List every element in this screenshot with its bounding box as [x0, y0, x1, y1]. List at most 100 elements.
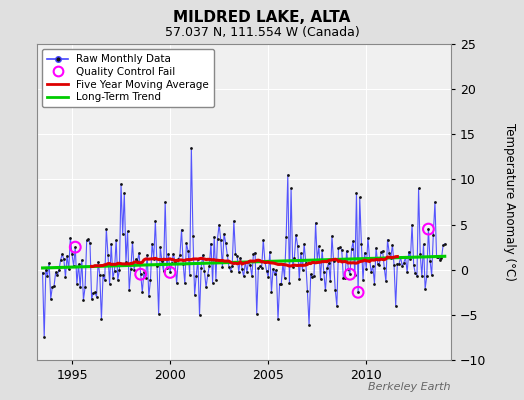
- Point: [177, 226, 185, 233]
- Point: [395, 261, 403, 268]
- Point: [241, 258, 249, 265]
- Point: [280, 275, 289, 281]
- Point: [249, 251, 258, 257]
- Point: [228, 263, 236, 269]
- Point: [331, 286, 340, 293]
- Point: [181, 280, 189, 287]
- Point: [210, 234, 219, 240]
- Point: [324, 260, 333, 266]
- Point: [117, 181, 125, 187]
- Point: [41, 266, 50, 273]
- Point: [212, 276, 220, 283]
- Point: [343, 248, 351, 254]
- Point: [50, 283, 58, 290]
- Point: [347, 246, 356, 252]
- Point: [341, 275, 349, 281]
- Point: [207, 240, 215, 247]
- Point: [434, 254, 442, 260]
- Point: [112, 237, 121, 243]
- Point: [230, 218, 238, 224]
- Point: [74, 261, 83, 267]
- Point: [195, 312, 204, 318]
- Point: [138, 289, 147, 295]
- Point: [190, 292, 199, 298]
- Point: [136, 271, 145, 278]
- Point: [161, 199, 169, 205]
- Point: [97, 316, 106, 322]
- Point: [246, 262, 254, 268]
- Point: [149, 256, 158, 262]
- Point: [295, 276, 303, 282]
- Point: [283, 172, 292, 178]
- Point: [133, 258, 141, 264]
- Point: [89, 290, 97, 296]
- Point: [388, 242, 397, 248]
- Point: [169, 250, 178, 257]
- Point: [326, 278, 334, 285]
- Point: [171, 258, 179, 265]
- Point: [336, 244, 344, 251]
- Point: [194, 256, 202, 262]
- Point: [68, 251, 76, 257]
- Point: [182, 240, 191, 246]
- Point: [400, 259, 408, 266]
- Point: [47, 296, 55, 302]
- Point: [185, 271, 194, 278]
- Point: [58, 251, 67, 258]
- Point: [132, 256, 140, 262]
- Point: [130, 267, 138, 273]
- Point: [297, 250, 305, 256]
- Point: [424, 226, 433, 232]
- Point: [300, 241, 308, 247]
- Point: [231, 251, 239, 258]
- Point: [60, 256, 68, 262]
- Point: [166, 269, 174, 276]
- Point: [393, 260, 401, 267]
- Point: [101, 277, 109, 284]
- Point: [298, 267, 307, 273]
- Point: [422, 273, 431, 280]
- Point: [140, 269, 148, 275]
- Point: [248, 273, 256, 279]
- Point: [261, 258, 269, 265]
- Point: [79, 297, 88, 303]
- Point: [82, 237, 91, 244]
- Point: [199, 252, 207, 258]
- Point: [323, 264, 331, 271]
- Point: [413, 272, 421, 279]
- Point: [233, 252, 242, 259]
- Point: [218, 264, 226, 270]
- Point: [357, 240, 366, 247]
- Point: [279, 260, 287, 267]
- Point: [263, 267, 271, 274]
- Point: [408, 222, 416, 228]
- Point: [439, 242, 447, 248]
- Point: [251, 250, 259, 256]
- Point: [118, 231, 127, 238]
- Point: [43, 273, 52, 279]
- Point: [264, 274, 272, 280]
- Point: [316, 276, 325, 282]
- Point: [405, 249, 413, 255]
- Point: [349, 238, 357, 244]
- Point: [334, 245, 343, 251]
- Point: [416, 251, 424, 258]
- Point: [256, 263, 264, 270]
- Point: [71, 244, 80, 250]
- Point: [253, 311, 261, 317]
- Point: [356, 194, 364, 201]
- Point: [153, 262, 161, 269]
- Point: [339, 275, 347, 282]
- Point: [397, 254, 405, 260]
- Point: [184, 248, 192, 254]
- Point: [351, 272, 359, 278]
- Point: [315, 243, 323, 250]
- Point: [104, 252, 112, 258]
- Point: [202, 284, 210, 290]
- Point: [381, 278, 390, 284]
- Point: [272, 267, 280, 273]
- Text: 57.037 N, 111.554 W (Canada): 57.037 N, 111.554 W (Canada): [165, 26, 359, 39]
- Point: [305, 322, 313, 328]
- Point: [203, 272, 212, 278]
- Point: [78, 257, 86, 263]
